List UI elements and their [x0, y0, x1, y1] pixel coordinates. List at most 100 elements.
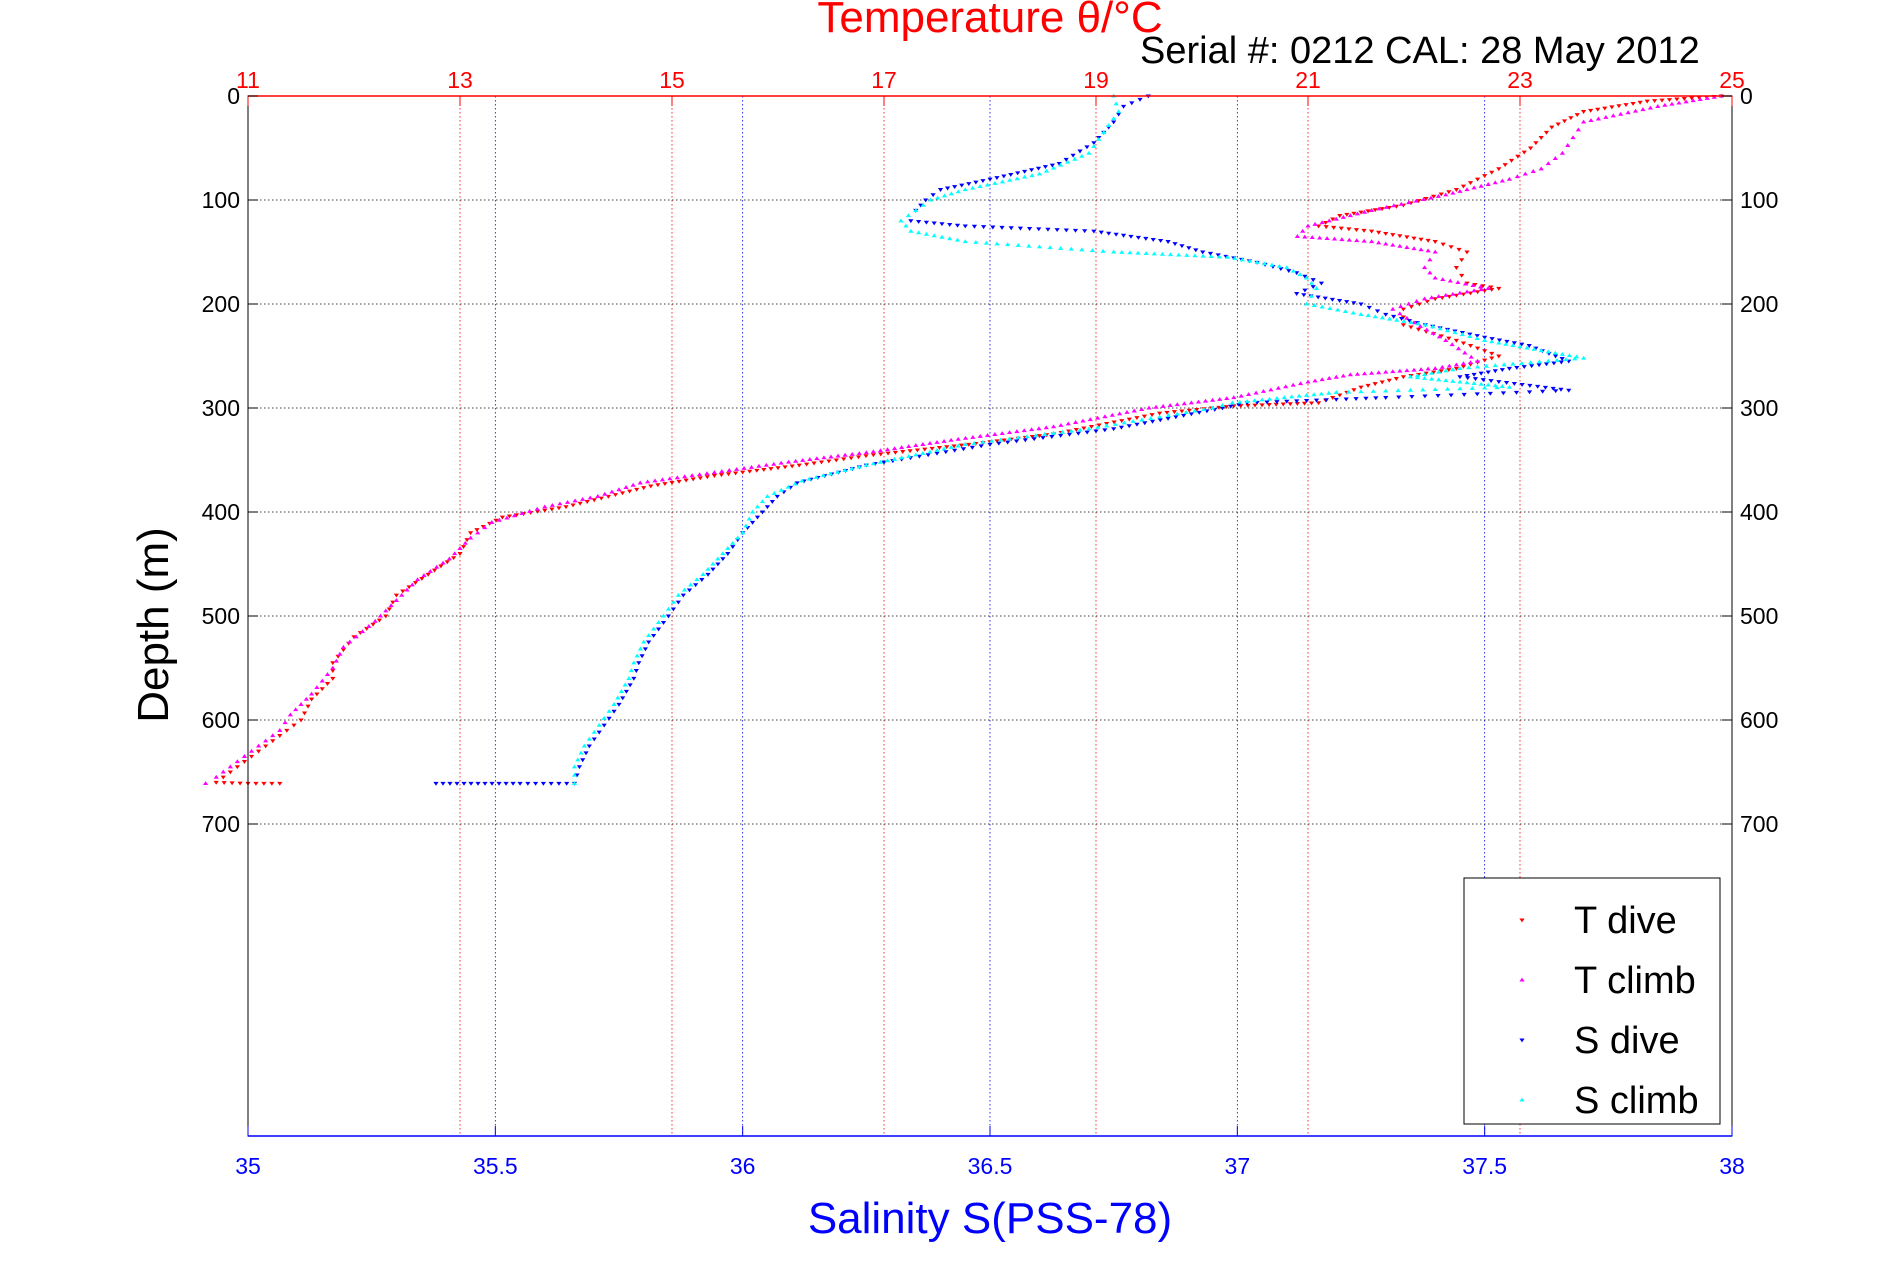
- data-point: [277, 734, 283, 738]
- data-point: [1013, 439, 1020, 444]
- data-point: [1119, 250, 1125, 254]
- data-point: [605, 494, 611, 499]
- data-point: [1435, 194, 1441, 198]
- salinity-tick-label: 38: [1719, 1153, 1745, 1179]
- data-point: [1457, 188, 1463, 193]
- data-point: [973, 240, 979, 244]
- data-point: [1297, 381, 1304, 386]
- data-point: [220, 769, 226, 774]
- legend-box: [1463, 877, 1721, 1125]
- data-point: [1188, 412, 1194, 417]
- data-point: [1452, 330, 1458, 335]
- data-point: [1468, 354, 1474, 359]
- data-point: [1603, 114, 1609, 119]
- data-point: [971, 440, 977, 445]
- data-point: [1423, 196, 1429, 201]
- data-point: [699, 578, 705, 582]
- data-point: [1449, 342, 1455, 347]
- data-point: [1552, 350, 1558, 355]
- data-point: [1383, 369, 1389, 374]
- data-point: [1475, 177, 1481, 182]
- salinity-tick-label: 35: [235, 1153, 261, 1179]
- data-point: [1369, 370, 1375, 375]
- data-point: [1455, 280, 1461, 285]
- data-point: [241, 754, 248, 758]
- data-point: [730, 545, 736, 550]
- data-point: [1460, 184, 1467, 189]
- data-point: [1275, 385, 1281, 390]
- data-point: [637, 646, 644, 651]
- data-point: [1383, 396, 1389, 400]
- data-point: [1526, 344, 1532, 348]
- data-point: [1200, 250, 1206, 255]
- data-point: [571, 772, 578, 777]
- data-point: [1347, 372, 1353, 377]
- data-point: [1264, 400, 1270, 405]
- data-point: [786, 459, 792, 464]
- data-point: [586, 744, 592, 749]
- data-point: [1253, 390, 1259, 395]
- data-point: [549, 507, 555, 512]
- data-point: [1181, 413, 1187, 418]
- data-point: [1335, 307, 1341, 312]
- data-point: [1127, 250, 1133, 255]
- legend-marker: [1519, 1097, 1525, 1102]
- data-point: [220, 775, 226, 780]
- data-point: [1286, 269, 1292, 274]
- data-point: [1358, 302, 1364, 307]
- data-point: [1415, 321, 1421, 326]
- data-point: [900, 450, 906, 454]
- data-point: [1266, 396, 1273, 401]
- data-point: [1259, 403, 1265, 408]
- legend-marker: [1519, 977, 1525, 982]
- data-point: [1322, 296, 1328, 301]
- data-point: [1489, 337, 1495, 342]
- data-point: [929, 446, 935, 451]
- data-point: [962, 239, 968, 244]
- data-point: [655, 483, 661, 488]
- data-point: [1487, 391, 1493, 396]
- data-point: [948, 445, 954, 449]
- data-point: [1063, 157, 1069, 162]
- data-point: [1471, 372, 1477, 377]
- data-point: [907, 449, 913, 454]
- data-point: [587, 495, 593, 500]
- data-point: [388, 603, 394, 608]
- data-point: [576, 765, 583, 770]
- data-point: [564, 500, 571, 504]
- data-point: [314, 692, 320, 697]
- data-point: [1116, 112, 1122, 117]
- data-point: [1536, 359, 1543, 364]
- data-point: [1093, 429, 1099, 434]
- data-point: [1457, 379, 1463, 384]
- data-point: [937, 188, 944, 192]
- data-point: [741, 465, 747, 470]
- data-point: [1157, 418, 1163, 423]
- data-point: [1418, 237, 1424, 242]
- data-point: [468, 531, 474, 536]
- data-point: [1460, 364, 1467, 369]
- data-point: [1143, 236, 1149, 241]
- data-point: [234, 759, 240, 764]
- data-point: [1347, 213, 1353, 218]
- data-point: [1084, 145, 1090, 150]
- data-point: [1330, 396, 1336, 400]
- data-point: [1485, 182, 1491, 186]
- data-point: [931, 233, 937, 238]
- data-point: [1183, 410, 1189, 415]
- data-point: [999, 431, 1005, 435]
- data-point: [446, 556, 452, 561]
- depth-tick-label-left: 400: [202, 499, 240, 525]
- data-point: [1437, 326, 1443, 331]
- data-point: [1372, 314, 1378, 319]
- data-point: [563, 505, 569, 510]
- data-point: [730, 540, 736, 545]
- data-point: [1276, 263, 1282, 268]
- data-point: [1496, 354, 1502, 359]
- temperature-tick-label: 19: [1083, 67, 1109, 93]
- legend-label: T climb: [1574, 960, 1696, 1002]
- data-point: [1517, 344, 1523, 349]
- data-point: [1522, 171, 1528, 176]
- data-point: [1001, 438, 1007, 443]
- data-point: [619, 491, 626, 496]
